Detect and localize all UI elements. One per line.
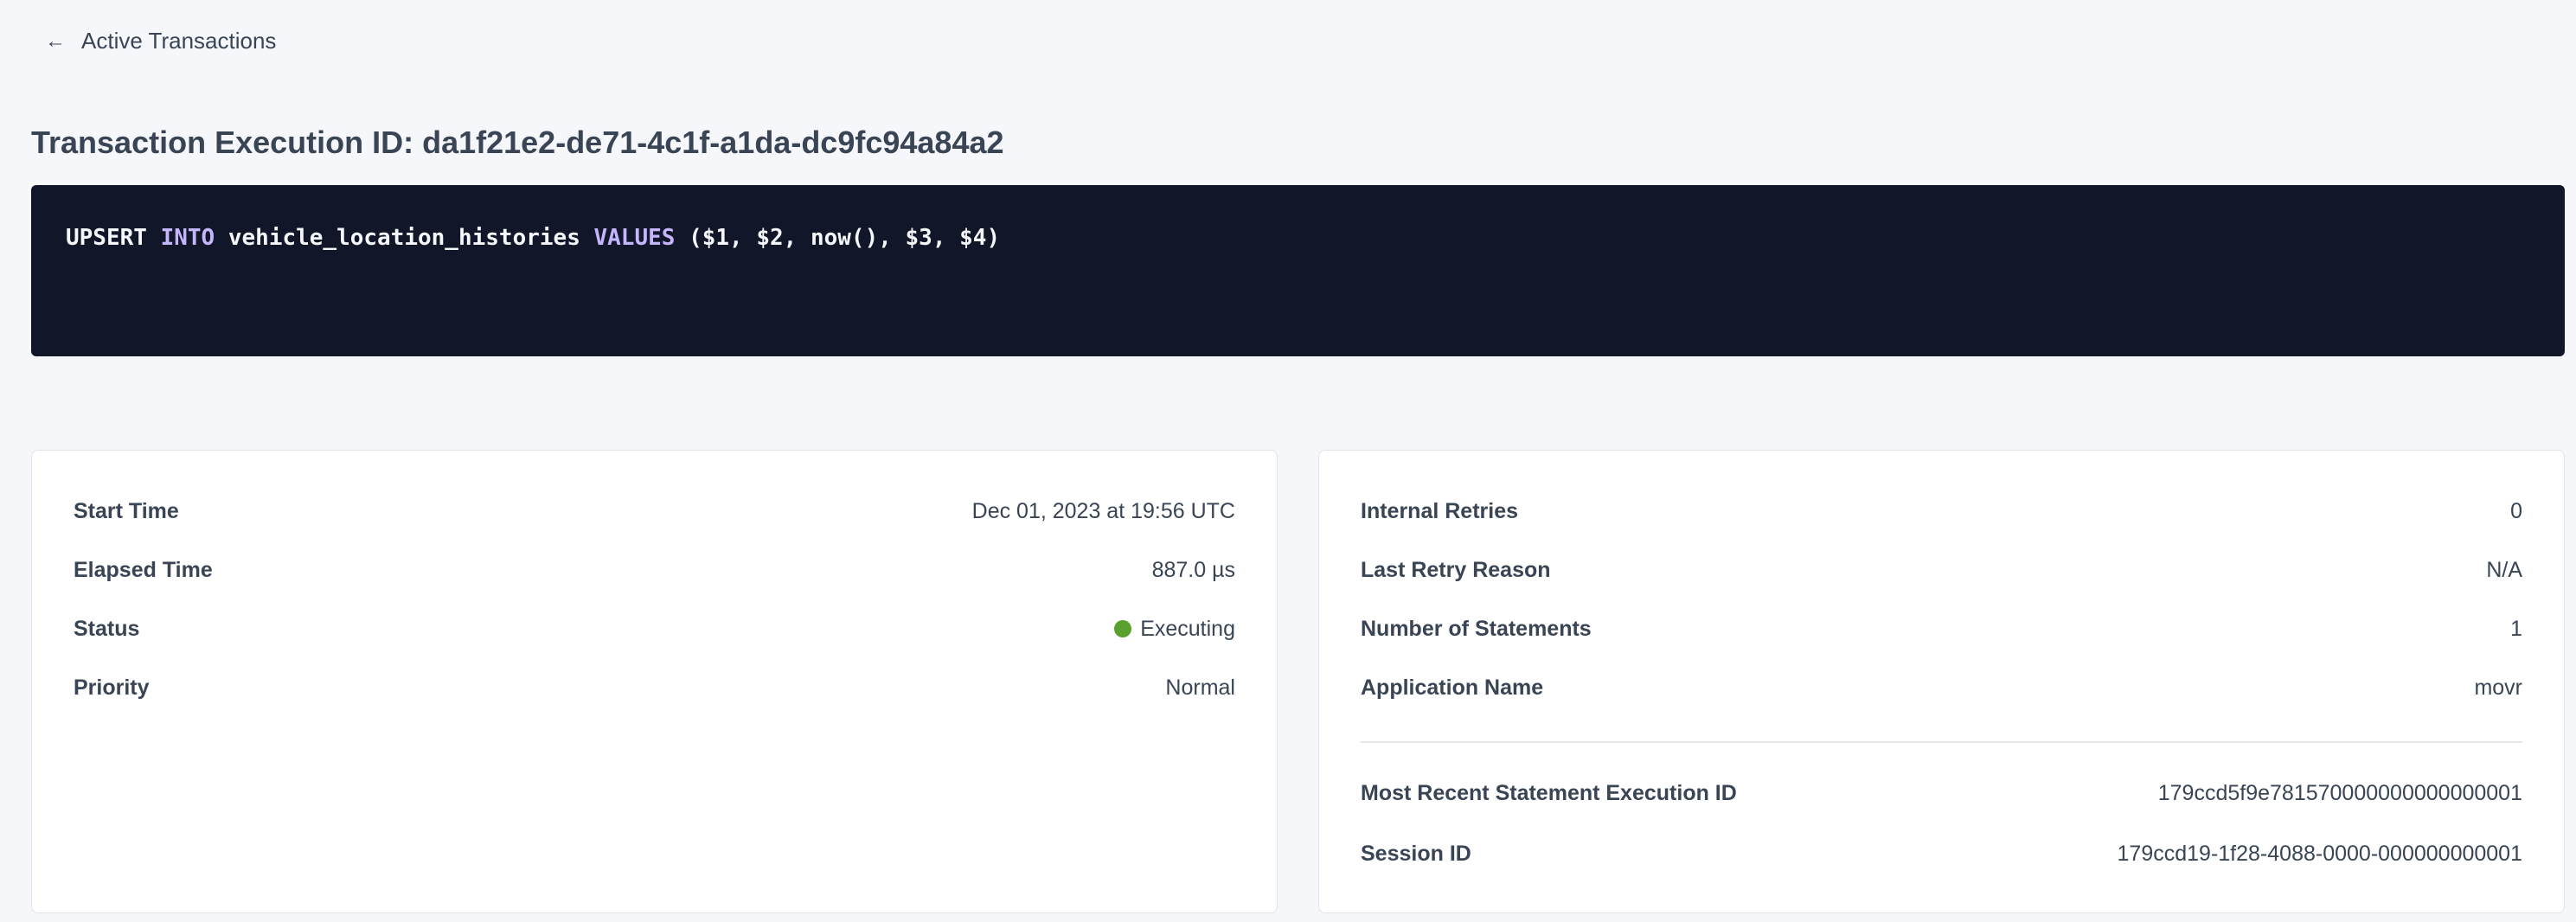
detail-row-internal-retries: Internal Retries 0: [1361, 494, 2522, 528]
detail-row-application-name: Application Name movr: [1361, 670, 2522, 705]
transaction-details-card: Start Time Dec 01, 2023 at 19:56 UTC Ela…: [31, 450, 1278, 913]
status-dot-icon: [1114, 620, 1132, 637]
sql-statement-block: UPSERT INTO vehicle_location_histories V…: [31, 185, 2565, 356]
detail-row-number-of-statements: Number of Statements 1: [1361, 611, 2522, 646]
sql-keyword: VALUES: [593, 225, 676, 251]
detail-label: Priority: [74, 675, 150, 700]
back-link-label: Active Transactions: [81, 28, 277, 54]
detail-value: Normal: [1165, 675, 1235, 700]
detail-label: Status: [74, 616, 140, 641]
detail-label: Number of Statements: [1361, 616, 1592, 641]
detail-row-elapsed-time: Elapsed Time 887.0 µs: [74, 553, 1235, 587]
divider: [1361, 741, 2522, 743]
detail-label: Application Name: [1361, 675, 1544, 700]
detail-value: 0: [2510, 498, 2522, 523]
detail-value: 1: [2510, 616, 2522, 641]
statement-execution-id-link[interactable]: 179ccd5f9e781570000000000000001: [2157, 780, 2522, 805]
detail-value: movr: [2474, 675, 2522, 700]
detail-label: Session ID: [1361, 841, 1471, 866]
detail-label: Start Time: [74, 498, 179, 523]
sql-identifier: vehicle_location_histories: [215, 225, 594, 251]
sql-arguments: ($1, $2, now(), $3, $4): [675, 225, 1001, 251]
page-title: Transaction Execution ID: da1f21e2-de71-…: [31, 125, 1004, 160]
sql-keyword: UPSERT: [66, 225, 161, 251]
status-text: Executing: [1140, 616, 1235, 641]
back-link-active-transactions[interactable]: ← Active Transactions: [45, 28, 276, 54]
sql-keyword: INTO: [160, 225, 215, 251]
detail-label: Most Recent Statement Execution ID: [1361, 780, 1737, 805]
detail-row-priority: Priority Normal: [74, 670, 1235, 705]
detail-label: Elapsed Time: [74, 557, 213, 582]
detail-row-status: Status Executing: [74, 611, 1235, 646]
detail-row-session-id: Session ID 179ccd19-1f28-4088-0000-00000…: [1361, 836, 2522, 871]
session-id-link[interactable]: 179ccd19-1f28-4088-0000-000000000001: [2117, 841, 2522, 866]
detail-value: Dec 01, 2023 at 19:56 UTC: [971, 498, 1235, 523]
detail-value: 887.0 µs: [1151, 557, 1235, 582]
detail-label: Internal Retries: [1361, 498, 1519, 523]
detail-row-start-time: Start Time Dec 01, 2023 at 19:56 UTC: [74, 494, 1235, 528]
detail-label: Last Retry Reason: [1361, 557, 1551, 582]
detail-row-last-retry-reason: Last Retry Reason N/A: [1361, 553, 2522, 587]
status-badge: Executing: [1114, 617, 1235, 642]
detail-value: N/A: [2486, 557, 2522, 582]
transaction-info-card: Internal Retries 0 Last Retry Reason N/A…: [1318, 450, 2565, 913]
arrow-left-icon: ←: [45, 29, 66, 53]
detail-row-most-recent-statement-id: Most Recent Statement Execution ID 179cc…: [1361, 776, 2522, 810]
